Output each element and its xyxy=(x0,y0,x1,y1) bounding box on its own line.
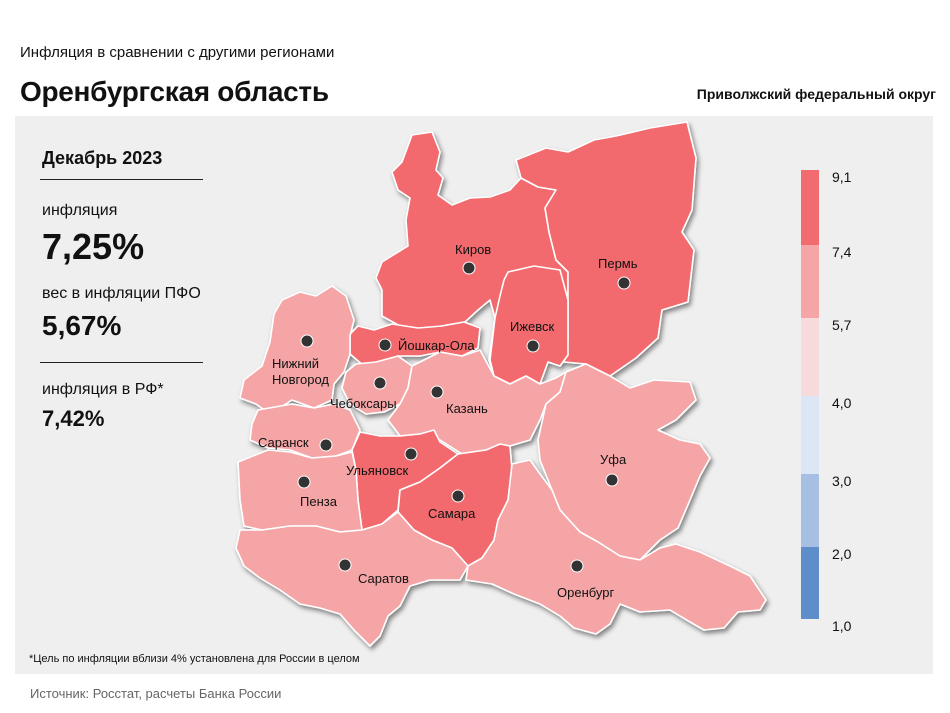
region-title: Оренбургская область xyxy=(20,76,329,107)
legend-swatch xyxy=(801,245,819,318)
city-label-nizhny-novgorod-line2: Новгород xyxy=(272,372,329,387)
city-dot-orenburg xyxy=(570,559,584,573)
city-dot-samara xyxy=(451,489,465,503)
region-orenburg xyxy=(465,459,767,635)
city-label-kirov: Киров xyxy=(455,242,491,257)
city-label-penza: Пенза xyxy=(300,494,338,509)
city-dot-kazan xyxy=(430,385,444,399)
rf-inflation-value: 7,42% xyxy=(42,406,105,431)
city-dot-saratov xyxy=(338,558,352,572)
region-saransk xyxy=(249,403,361,459)
inflation-label: инфляция xyxy=(42,202,118,219)
region-saratov xyxy=(235,511,469,647)
weight-value: 5,67% xyxy=(42,310,122,341)
city-label-saratov: Саратов xyxy=(358,571,409,586)
city-label-cheboksary: Чебоксары xyxy=(330,396,397,411)
legend-label: 4,0 xyxy=(832,395,852,411)
city-dot-izhevsk xyxy=(526,339,540,353)
legend-label: 3,0 xyxy=(832,473,852,489)
city-dot-cheboksary xyxy=(373,376,387,390)
inflation-value: 7,25% xyxy=(42,226,145,267)
divider xyxy=(40,179,203,180)
legend-swatch xyxy=(801,396,819,474)
city-label-izhevsk: Ижевск xyxy=(510,319,555,334)
region-nizhny-novgorod xyxy=(239,285,355,415)
region-kazan xyxy=(387,349,567,455)
city-label-kazan: Казань xyxy=(446,401,488,416)
city-label-ufa: Уфа xyxy=(600,452,627,467)
weight-label: вес в инфляции ПФО xyxy=(42,285,201,302)
legend-label: 5,7 xyxy=(832,317,852,333)
source-note: Источник: Росстат, расчеты Банка России xyxy=(30,686,282,701)
city-dot-perm xyxy=(617,276,631,290)
region-ufa xyxy=(537,363,711,561)
legend-swatch xyxy=(801,547,819,619)
city-label-perm: Пермь xyxy=(598,256,638,271)
city-dot-kirov xyxy=(462,261,476,275)
city-label-saransk: Саранск xyxy=(258,435,309,450)
region-perm xyxy=(515,121,697,377)
city-label-nizhny-novgorod-line1: Нижний xyxy=(272,356,319,371)
legend-label: 9,1 xyxy=(832,169,852,185)
city-label-yoshkar-ola: Йошкар-Ола xyxy=(398,338,475,353)
legend-swatch xyxy=(801,170,819,245)
city-label-ulyanovsk: Ульяновск xyxy=(346,463,408,478)
city-label-orenburg: Оренбург xyxy=(557,585,614,600)
period-label: Декабрь 2023 xyxy=(42,148,163,168)
city-dot-saransk xyxy=(319,438,333,452)
city-dot-nizhny-novgorod xyxy=(300,334,314,348)
divider xyxy=(40,362,203,363)
legend-swatch xyxy=(801,318,819,396)
rf-inflation-label: инфляция в РФ* xyxy=(42,381,164,398)
legend-label: 7,4 xyxy=(832,244,852,260)
city-dot-yoshkar-ola xyxy=(378,338,392,352)
footnote: *Цель по инфляции вблизи 4% установлена … xyxy=(29,653,360,665)
federal-district-label: Приволжский федеральный округ xyxy=(696,86,936,102)
chart-subtitle: Инфляция в сравнении с другими регионами xyxy=(20,44,335,61)
city-dot-ulyanovsk xyxy=(404,447,418,461)
city-dot-ufa xyxy=(605,473,619,487)
legend-label: 1,0 xyxy=(832,618,852,634)
legend-swatch xyxy=(801,474,819,547)
city-label-samara: Самара xyxy=(428,506,476,521)
city-dot-penza xyxy=(297,475,311,489)
legend-label: 2,0 xyxy=(832,546,852,562)
region-penza xyxy=(237,449,363,533)
